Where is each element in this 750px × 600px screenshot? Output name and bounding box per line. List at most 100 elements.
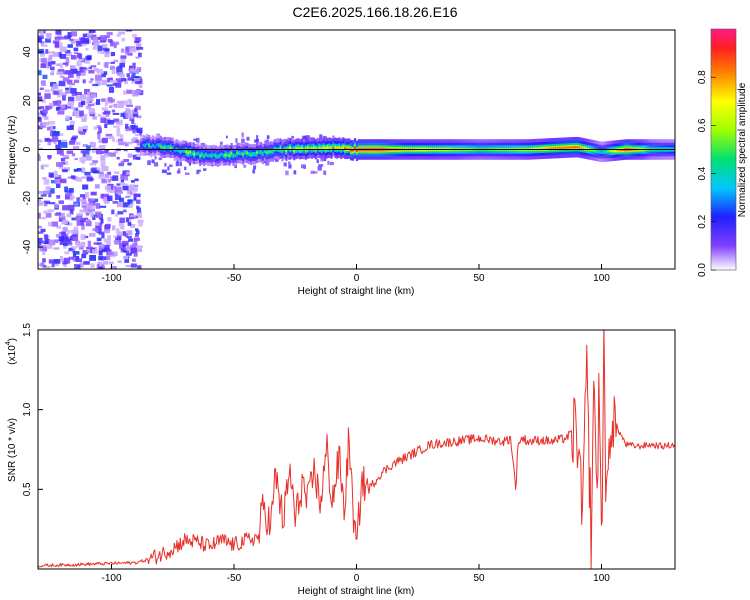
noise-speckle: [63, 257, 71, 264]
ridge-cell: [244, 151, 247, 154]
noise-speckle: [59, 212, 65, 219]
noise-speckle: [131, 119, 135, 124]
noise-speckle: [75, 91, 82, 96]
noise-speckle: [120, 223, 125, 228]
noise-speckle: [116, 127, 121, 134]
ridge-cell: [301, 147, 304, 150]
noise-speckle: [147, 160, 151, 166]
noise-speckle: [73, 203, 79, 207]
ridge-cell: [177, 149, 180, 152]
noise-speckle: [88, 80, 93, 84]
noise-speckle: [120, 174, 125, 180]
noise-speckle: [126, 89, 133, 94]
spectrogram-image: [38, 30, 675, 269]
noise-speckle: [72, 135, 78, 139]
ridge-cell: [179, 150, 182, 154]
ridge-cell: [565, 146, 568, 149]
noise-speckle: [64, 186, 68, 193]
noise-speckle: [196, 137, 200, 143]
ridge-cell: [573, 146, 576, 149]
noise-speckle: [118, 197, 125, 202]
noise-speckle: [38, 117, 42, 123]
noise-speckle: [122, 231, 127, 236]
ridge-cell: [340, 147, 343, 150]
noise-speckle: [38, 191, 44, 194]
ridge-cell: [242, 153, 245, 156]
ridge-cell: [140, 144, 143, 147]
noise-speckle: [45, 105, 52, 110]
noise-speckle: [101, 165, 109, 172]
noise-speckle: [196, 171, 200, 175]
x-tick-label: 50: [473, 273, 485, 284]
noise-speckle: [80, 72, 86, 75]
noise-speckle: [113, 239, 120, 244]
noise-speckle: [39, 87, 44, 91]
noise-speckle: [80, 217, 86, 223]
noise-speckle: [310, 170, 315, 174]
noise-speckle: [63, 233, 69, 236]
noise-speckle: [243, 164, 247, 168]
ridge-cell: [279, 147, 282, 150]
noise-speckle: [81, 200, 88, 204]
noise-speckle: [54, 203, 59, 209]
noise-speckle: [47, 141, 52, 146]
ridge-cell: [214, 154, 217, 157]
noise-speckle: [48, 121, 55, 125]
noise-speckle: [135, 228, 139, 232]
noise-speckle: [39, 245, 46, 252]
ridge-cell: [596, 150, 600, 153]
noise-speckle: [58, 236, 64, 242]
x-tick-label: 100: [593, 273, 610, 284]
noise-speckle: [100, 155, 106, 161]
noise-speckle: [116, 183, 121, 186]
noise-speckle: [136, 46, 144, 50]
noise-speckle: [132, 112, 139, 117]
noise-speckle: [42, 251, 46, 256]
noise-speckle: [67, 176, 73, 179]
noise-speckle: [128, 238, 134, 242]
noise-speckle: [100, 218, 104, 224]
ridge-cell: [271, 150, 274, 153]
noise-speckle: [42, 74, 48, 79]
noise-speckle: [87, 240, 92, 247]
noise-speckle: [167, 166, 170, 171]
noise-speckle: [70, 65, 75, 69]
noise-speckle: [117, 260, 122, 264]
noise-speckle: [91, 147, 99, 153]
ridge-cell: [201, 153, 204, 156]
ridge-cell: [308, 146, 312, 150]
noise-speckle: [128, 68, 133, 71]
noise-speckle: [38, 201, 44, 206]
noise-speckle: [130, 263, 137, 268]
noise-speckle: [70, 107, 77, 110]
noise-speckle: [48, 193, 52, 198]
noise-speckle: [137, 219, 144, 223]
noise-speckle: [203, 168, 207, 171]
noise-speckle: [85, 191, 90, 198]
noise-speckle: [47, 155, 51, 160]
ridge-cell: [553, 147, 557, 150]
noise-speckle: [113, 44, 117, 49]
ridge-cell: [346, 147, 349, 150]
noise-speckle: [65, 115, 70, 121]
ridge-cell: [187, 151, 190, 155]
noise-speckle: [100, 51, 104, 55]
noise-speckle: [48, 172, 54, 178]
noise-speckle: [49, 72, 55, 76]
noise-speckle: [118, 162, 125, 167]
noise-speckle: [88, 30, 96, 33]
noise-speckle: [49, 102, 54, 109]
noise-speckle: [129, 116, 135, 119]
noise-speckle: [113, 235, 118, 238]
noise-speckle: [115, 71, 119, 74]
ridge-cell: [559, 146, 562, 149]
noise-speckle: [99, 40, 107, 43]
noise-speckle: [92, 36, 99, 43]
ridge-cell: [250, 153, 253, 156]
noise-speckle: [113, 125, 120, 128]
noise-speckle: [71, 137, 77, 141]
noise-speckle: [303, 164, 306, 169]
noise-speckle: [92, 228, 99, 231]
colorbar-tick-label: 0.6: [697, 118, 708, 132]
